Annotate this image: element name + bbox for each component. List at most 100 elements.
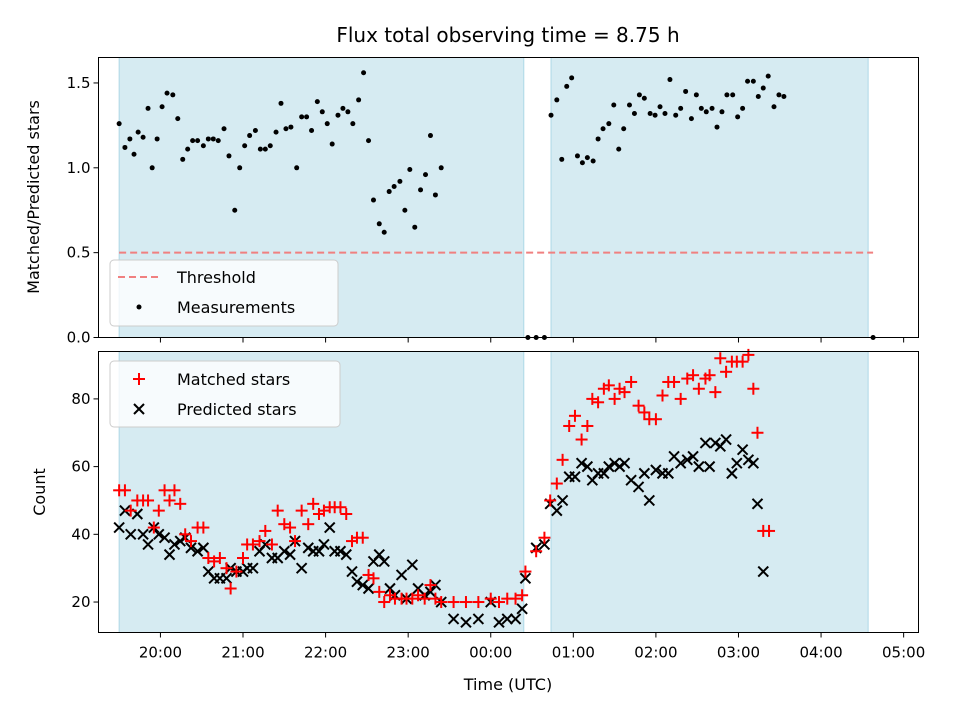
xtick-label-0: 20:00 xyxy=(139,644,182,662)
predicted-marker-stroke xyxy=(153,528,165,541)
matched-star-marker-59 xyxy=(459,596,472,609)
matched-star-marker-58 xyxy=(447,596,460,609)
measurement-point-54 xyxy=(391,183,397,189)
predicted-star-marker-71 xyxy=(556,494,569,507)
measurement-point-72 xyxy=(574,153,580,159)
matched-star-marker-64 xyxy=(509,592,522,605)
matched-star-marker-77 xyxy=(592,396,605,409)
predicted-marker-stroke xyxy=(519,572,532,585)
predicted-star-marker-7 xyxy=(153,528,165,541)
predicted-star-marker-64 xyxy=(509,613,522,625)
bot-ytick-label-1: 40 xyxy=(71,525,90,543)
predicted-star-marker-104 xyxy=(747,457,760,469)
matched-star-marker-45 xyxy=(367,572,380,585)
measurement-point-78 xyxy=(606,121,612,127)
matched-star-marker-43 xyxy=(356,531,369,544)
predicted-marker-stroke xyxy=(556,494,569,507)
predicted-star-marker-50 xyxy=(395,569,408,581)
top-ytick-label-0: 0.0 xyxy=(67,329,91,347)
measurement-point-41 xyxy=(324,121,330,127)
matched-star-marker-7 xyxy=(152,504,165,517)
matched-star-marker-62 xyxy=(493,596,506,609)
predicted-marker-stroke xyxy=(131,508,144,520)
predicted-star-marker-47 xyxy=(378,555,390,568)
matched-star-marker-80 xyxy=(608,392,621,405)
matched-star-marker-71 xyxy=(556,453,569,466)
measurement-point-39 xyxy=(314,99,320,105)
predicted-star-marker-73 xyxy=(569,471,581,483)
measurement-point-12 xyxy=(175,116,181,122)
predicted-marker-stroke xyxy=(603,460,615,473)
predicted-star-marker-65 xyxy=(516,603,528,615)
measurement-point-24 xyxy=(237,165,243,171)
measurement-point-30 xyxy=(267,143,273,149)
predicted-star-marker-96 xyxy=(703,460,716,473)
chart-title: Flux total observing time = 8.75 h xyxy=(336,23,679,47)
matched-star-marker-65 xyxy=(516,589,529,602)
predicted-star-marker-11 xyxy=(174,535,186,547)
xtick-label-7: 03:00 xyxy=(717,644,760,662)
measurement-point-18 xyxy=(205,136,211,142)
top-observing-windows xyxy=(118,57,869,338)
predicted-star-marker-70 xyxy=(551,504,563,517)
matched-star-marker-26 xyxy=(259,524,272,537)
matched-star-marker-66 xyxy=(519,565,532,578)
measurement-point-70 xyxy=(564,83,570,89)
measurement-point-100 xyxy=(719,109,725,115)
predicted-marker-stroke xyxy=(638,467,651,480)
measurement-point-85 xyxy=(641,95,647,101)
measurement-point-20 xyxy=(215,138,221,144)
predicted-star-marker-102 xyxy=(736,443,749,456)
top-legend-box xyxy=(109,259,339,327)
predicted-marker-stroke xyxy=(324,521,336,534)
measurement-point-88 xyxy=(657,104,663,110)
predicted-marker-stroke xyxy=(720,433,732,446)
predicted-marker-stroke xyxy=(516,603,528,615)
measurement-point-104 xyxy=(740,105,746,111)
predicted-marker-stroke xyxy=(632,481,645,493)
measurement-point-102 xyxy=(730,92,736,98)
predicted-star-marker-93 xyxy=(687,450,699,463)
matched-star-marker-72 xyxy=(563,419,576,432)
predicted-star-marker-19 xyxy=(220,572,233,585)
predicted-star-marker-10 xyxy=(168,538,181,551)
predicted-star-marker-30 xyxy=(284,548,296,561)
predicted-marker-stroke xyxy=(247,562,259,574)
measurement-point-53 xyxy=(386,189,392,195)
measurement-point-21 xyxy=(221,126,227,132)
measurement-point-7 xyxy=(149,165,155,171)
measurement-point-2 xyxy=(127,136,133,142)
measurement-point-82 xyxy=(626,102,632,108)
matched-star-marker-13 xyxy=(184,535,197,548)
top-window-1 xyxy=(550,57,869,338)
predicted-star-marker-97 xyxy=(709,437,722,449)
matched-star-marker-75 xyxy=(581,419,594,432)
matched-star-marker-9 xyxy=(163,494,176,507)
bottom-x-axis: 20:00 21:00 22:00 23:00 00:00 01:00 02:00 03:00… xyxy=(139,632,925,662)
measurement-point-58 xyxy=(412,224,418,230)
measurement-point-6 xyxy=(145,105,151,111)
matched-star-marker-85 xyxy=(638,406,651,419)
measurement-point-44 xyxy=(340,105,346,111)
predicted-marker-stroke xyxy=(202,565,215,578)
measurement-point-42 xyxy=(329,141,335,147)
measurement-point-84 xyxy=(636,92,642,98)
predicted-marker-stroke xyxy=(406,559,419,571)
predicted-star-marker-60 xyxy=(472,613,485,625)
measurement-point-93 xyxy=(683,88,689,94)
predicted-marker-stroke xyxy=(501,613,513,625)
predicted-star-marker-87 xyxy=(650,464,662,476)
predicted-marker-stroke xyxy=(163,548,176,561)
measurement-point-95 xyxy=(693,92,699,98)
predicted-star-marker-68 xyxy=(538,538,551,551)
predicted-star-marker-40 xyxy=(340,548,352,561)
bottom-panel: 20 40 60 80 20:00 21:00 22:00 23:00 00:00 01:00 0… xyxy=(30,348,925,694)
predicted-marker-stroke xyxy=(681,454,693,466)
predicted-marker-stroke xyxy=(703,460,716,473)
matched-star-marker-90 xyxy=(668,375,681,388)
measurement-point-62 xyxy=(432,192,438,198)
measurement-point-103 xyxy=(735,114,741,120)
measurement-point-106 xyxy=(750,78,756,84)
measurement-point-31 xyxy=(273,129,279,135)
predicted-marker-stroke xyxy=(598,467,610,480)
